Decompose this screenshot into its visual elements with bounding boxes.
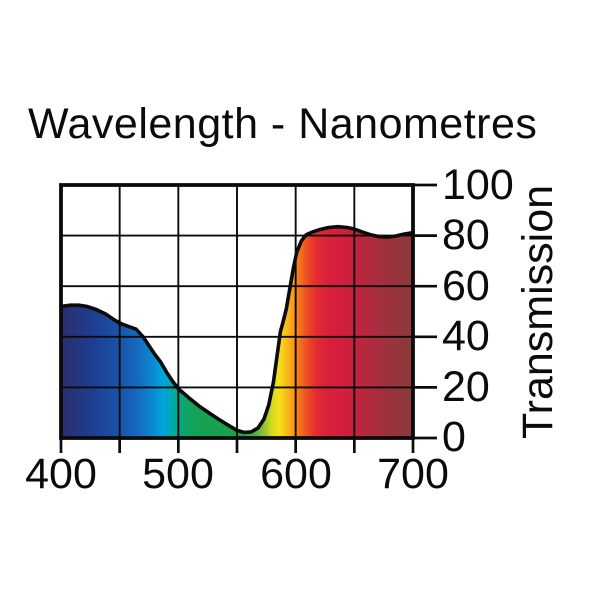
x-tick-label-600: 600 xyxy=(260,450,332,498)
y-tick-label-40: 40 xyxy=(442,312,490,361)
y-tick-label-60: 60 xyxy=(442,262,490,311)
x-tick-label-400: 400 xyxy=(25,450,97,498)
y-axis-title: Transmission xyxy=(514,184,562,440)
y-tick-label-0: 0 xyxy=(442,413,466,462)
y-tick-label-20: 20 xyxy=(442,363,490,412)
chart-title: Wavelength - Nanometres xyxy=(28,100,538,148)
x-tick-label-700: 700 xyxy=(377,450,449,498)
y-tick-label-80: 80 xyxy=(442,211,490,260)
y-tick-label-100: 100 xyxy=(442,161,514,210)
x-tick-label-500: 500 xyxy=(142,450,214,498)
